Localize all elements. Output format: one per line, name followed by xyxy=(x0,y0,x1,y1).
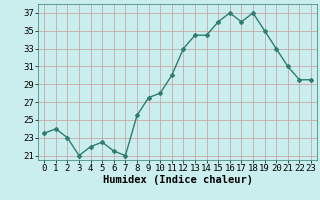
X-axis label: Humidex (Indice chaleur): Humidex (Indice chaleur) xyxy=(103,175,252,185)
